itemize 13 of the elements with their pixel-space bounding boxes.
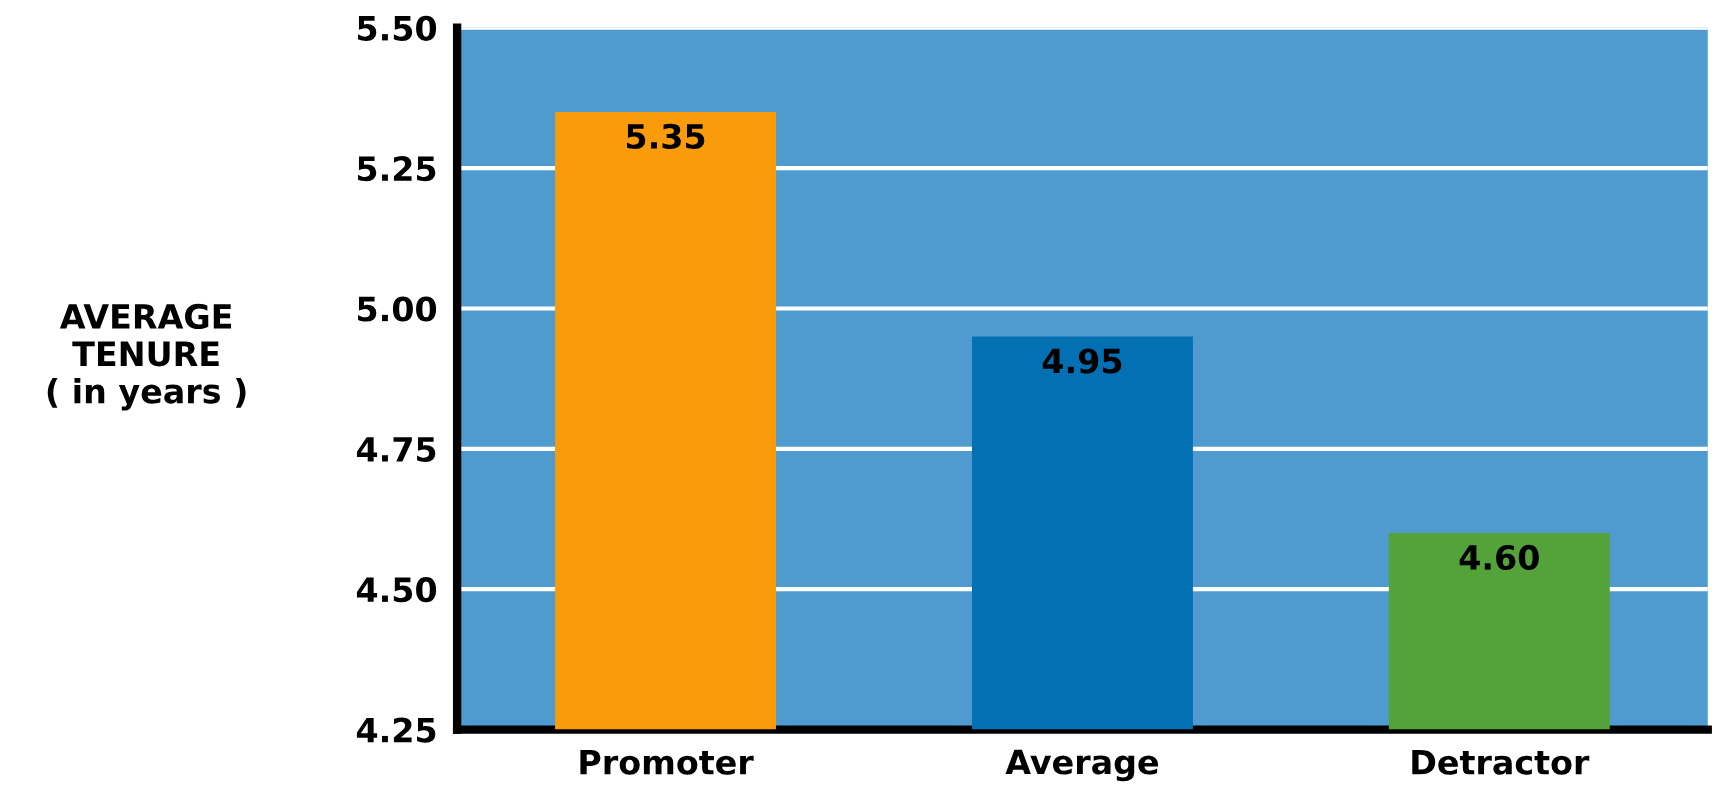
- x-tick-label: Promoter: [580, 750, 754, 775]
- y-axis-title: AVERAGE TENURE ( in years ): [47, 303, 246, 411]
- x-tick-label: Average: [1005, 749, 1158, 782]
- y-tick-label: 5.25: [358, 156, 436, 182]
- data-label: 5.35: [627, 123, 705, 149]
- x-tick-label: Detractor: [1412, 750, 1590, 775]
- y-tick-label: 4.25: [356, 717, 436, 743]
- y-tick-label: 4.50: [356, 577, 437, 603]
- data-label: 4.95: [1042, 348, 1122, 374]
- y-tick-label: 4.75: [356, 437, 436, 462]
- y-tick-label: 5.50: [358, 15, 437, 41]
- data-label: 4.60: [1459, 544, 1539, 571]
- y-tick-label: 5.00: [358, 296, 437, 322]
